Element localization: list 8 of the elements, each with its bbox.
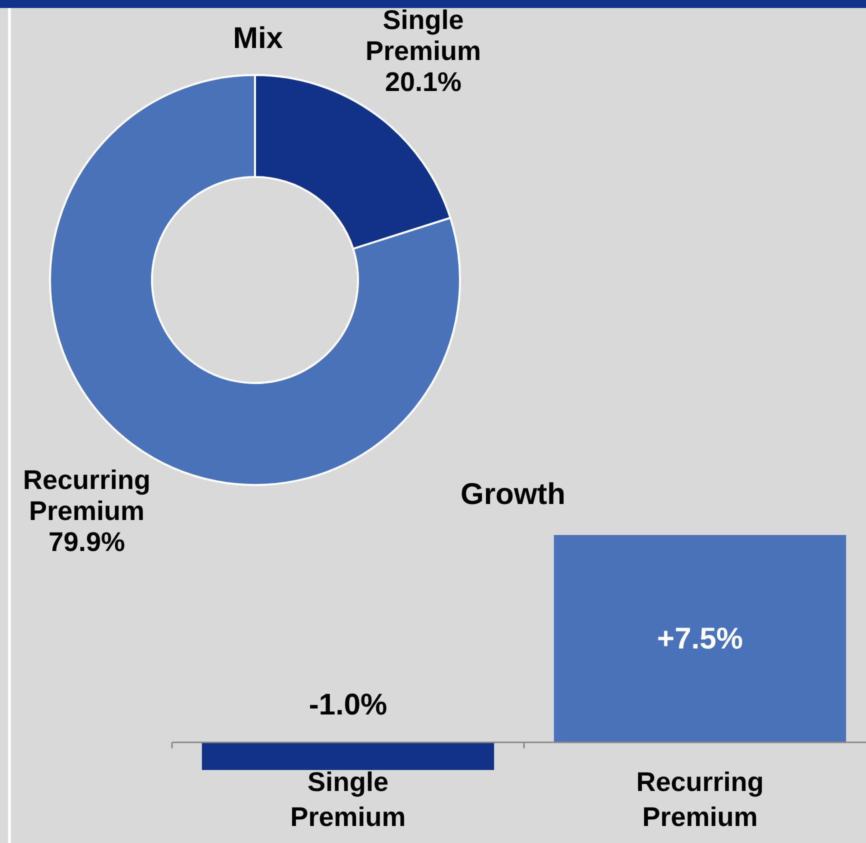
slice-label: Single Premium [365,4,482,66]
chart-title: Mix [232,22,284,55]
chart-title: Growth [460,478,566,511]
data-label: +7.5% [657,622,743,656]
data-label: 20.1% [384,66,462,97]
data-label: 79.9% [48,527,126,558]
slice-label: Recurring Premium [22,465,151,526]
data-label: -1.0% [308,688,388,722]
